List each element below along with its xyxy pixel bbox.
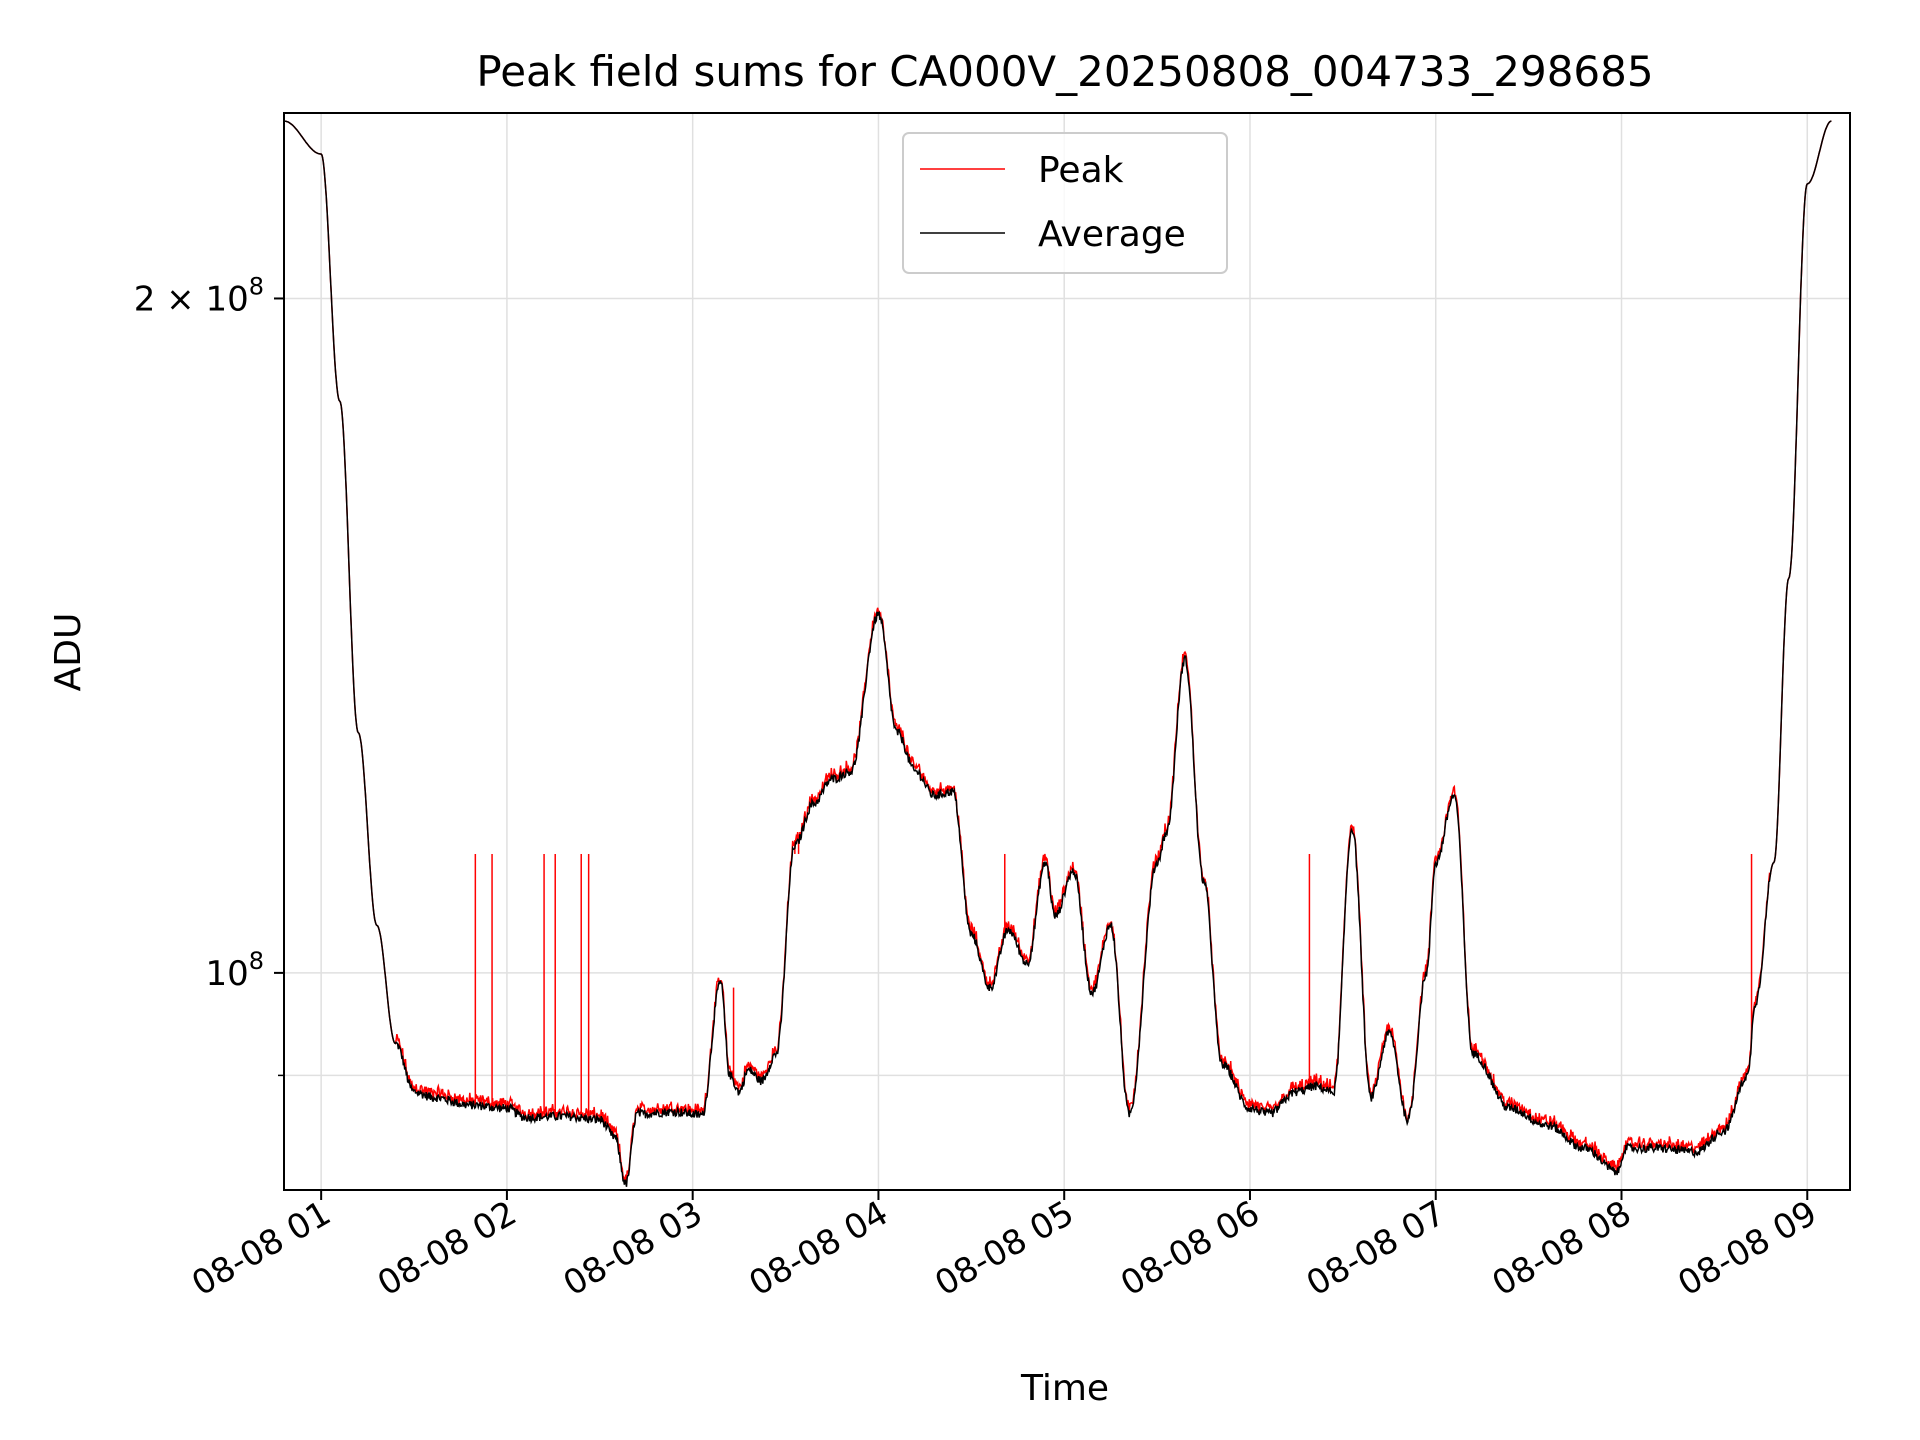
legend-label-average: Average bbox=[1038, 214, 1186, 255]
chart-title: Peak field sums for CA000V_20250808_0047… bbox=[476, 47, 1653, 96]
x-axis-label: Time bbox=[1020, 1368, 1109, 1409]
series-line-average bbox=[284, 120, 1832, 1187]
plot-lines bbox=[284, 120, 1832, 1187]
y-axis-label: ADU bbox=[48, 613, 89, 692]
plot-area-frame bbox=[283, 112, 1851, 1191]
y-tick-label: 108 bbox=[205, 947, 264, 994]
legend-box bbox=[902, 132, 1228, 274]
legend: Peak Average bbox=[902, 132, 1228, 274]
y-tick-label: 2 × 108 bbox=[134, 272, 264, 319]
y-axis-ticks: 108 2 × 108 bbox=[134, 272, 284, 1077]
legend-label-peak: Peak bbox=[1038, 150, 1124, 191]
grid-lines bbox=[284, 113, 1850, 1190]
